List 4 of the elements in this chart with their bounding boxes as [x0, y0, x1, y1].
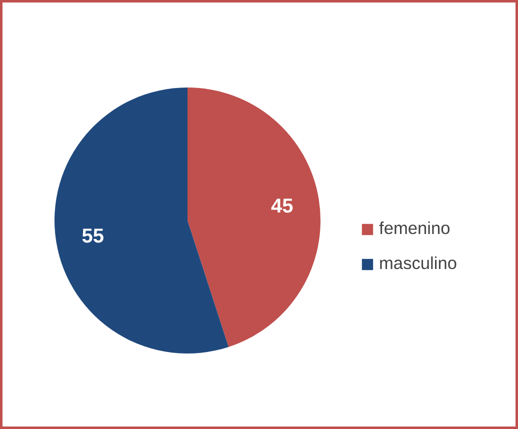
data-label: 55 [82, 225, 104, 248]
legend-label: masculino [379, 253, 458, 274]
legend-label: femenino [379, 218, 450, 239]
data-label: 45 [270, 196, 294, 218]
